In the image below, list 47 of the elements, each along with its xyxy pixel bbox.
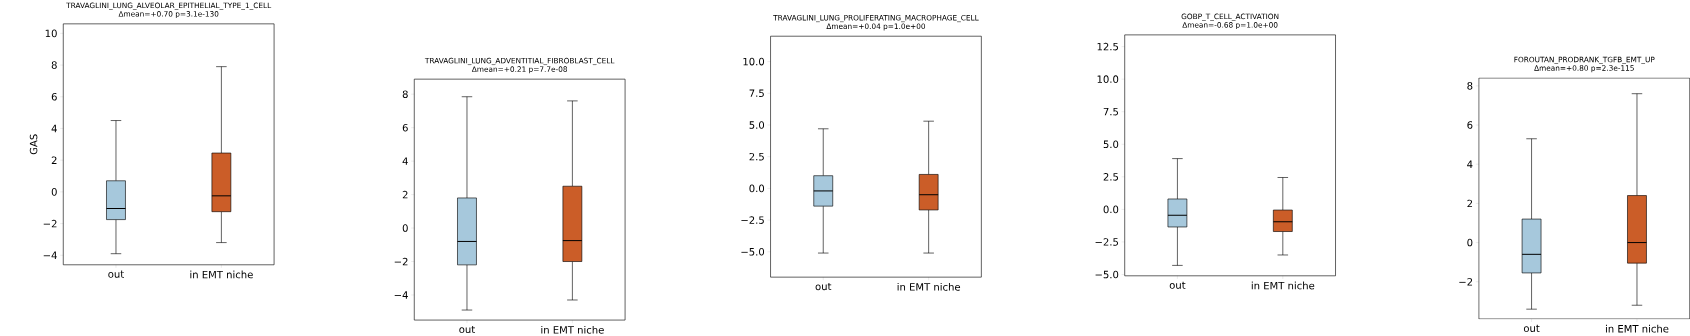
x-tick-label: out <box>1523 324 1540 332</box>
y-tick-label: 8 <box>51 61 57 69</box>
y-tick-label: −4 <box>43 251 57 259</box>
y-tick-label: 0 <box>1467 238 1473 247</box>
y-tick-label: 12.5 <box>1097 42 1119 51</box>
y-tick-label: 10 <box>45 29 57 38</box>
y-tick-label: −2.5 <box>741 216 764 224</box>
y-tick-label: 10.0 <box>743 57 765 66</box>
x-tick-label: out <box>459 325 475 333</box>
y-tick-label: 7.5 <box>749 89 764 97</box>
x-tick-label: out <box>108 270 124 278</box>
x-tick-label: in EMT niche <box>1251 281 1315 290</box>
y-tick-label: 0 <box>51 187 57 196</box>
y-tick-label: −2 <box>43 219 57 228</box>
y-tick-label: 2 <box>51 156 57 164</box>
y-tick-label: 5.0 <box>1103 140 1119 148</box>
y-tick-label: 5.0 <box>749 121 765 129</box>
y-tick-label: 6 <box>402 123 408 132</box>
x-tick-label: in EMT niche <box>1605 324 1669 333</box>
y-tick-label: 8 <box>402 90 408 98</box>
y-tick-label: −2 <box>1459 277 1473 286</box>
y-tick-label: −2.5 <box>1095 238 1119 246</box>
y-tick-label: 8 <box>1467 81 1473 90</box>
y-tick-label: −4 <box>394 291 408 299</box>
y-tick-label: 2 <box>402 190 408 199</box>
y-tick-label: 0 <box>402 224 408 232</box>
y-tick-label: 10.0 <box>1097 75 1119 83</box>
y-tick-label: 6 <box>1467 121 1473 129</box>
x-tick-label: in EMT niche <box>541 325 604 334</box>
y-tick-label: 2.5 <box>749 152 764 161</box>
x-tick-label: out <box>1169 281 1186 289</box>
y-tick-label: 7.5 <box>1103 107 1119 116</box>
y-tick-label: 2.5 <box>1103 172 1119 181</box>
y-tick-label: −2 <box>394 257 408 266</box>
y-tick-label: 6 <box>51 92 57 101</box>
x-tick-label: in EMT niche <box>897 282 961 291</box>
x-tick-label: out <box>815 282 832 291</box>
y-tick-label: 4 <box>51 124 57 133</box>
y-tick-label: 0.0 <box>1103 205 1119 214</box>
y-axis-title: GAS <box>29 134 38 155</box>
y-tick-label: 0.0 <box>749 184 765 193</box>
y-tick-label: 4 <box>1467 160 1473 168</box>
y-tick-label: −5.0 <box>741 247 765 256</box>
y-tick-label: 2 <box>1467 199 1473 208</box>
x-tick-label: in EMT niche <box>190 270 253 279</box>
y-tick-label: −5.0 <box>1095 270 1119 279</box>
y-tick-label: 4 <box>402 157 408 165</box>
